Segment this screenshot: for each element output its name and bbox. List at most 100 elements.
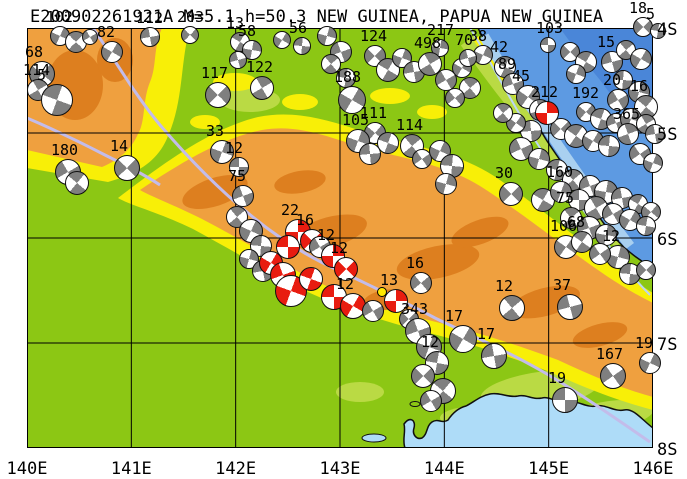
beachball-depth-label: 19 [635, 334, 654, 352]
focal-mechanism-beachball [598, 135, 620, 157]
beachball-depth-label: 212 [531, 83, 559, 101]
focal-mechanism-beachball [566, 64, 586, 84]
beachball-depth-label: 117 [201, 64, 229, 82]
beachball-depth-label: 14 [110, 137, 129, 155]
lon-label: 140E [6, 459, 48, 479]
lat-label: 5S [657, 125, 678, 145]
focal-mechanism-beachball [140, 27, 160, 47]
lon-label: 143E [319, 459, 361, 479]
beachball-depth-label: 56 [289, 19, 308, 37]
graticule [27, 28, 653, 448]
focal-mechanism-beachball [540, 37, 556, 53]
beachball-depth-label: 37 [553, 276, 572, 294]
focal-mechanism-beachball [459, 49, 477, 67]
beachball-depth-label: 75 [556, 189, 575, 207]
beachball-depth-label: 343 [401, 300, 429, 318]
beachball-depth-label: 15 [597, 33, 616, 51]
beachball-depth-label: 365 [613, 105, 641, 123]
focal-mechanism-beachball [636, 216, 656, 236]
beachball-depth-label: 12 [336, 275, 355, 293]
beachball-depth-label: 20 [603, 71, 622, 89]
beachball-depth-label: 203 [177, 8, 205, 26]
focal-mechanism-beachball [571, 231, 593, 253]
beachball-depth-label: 114 [396, 116, 424, 134]
focal-mechanism-beachball [509, 137, 533, 161]
focal-mechanism-beachball [359, 143, 381, 165]
focal-mechanism-beachball [232, 185, 254, 207]
focal-mechanism-beachball [229, 51, 247, 69]
focal-mechanism-beachball [41, 84, 73, 116]
focal-mechanism-beachball [528, 148, 550, 170]
focal-mechanism-beachball [420, 390, 442, 412]
beachball-depth-label: 217 [427, 21, 455, 39]
focal-mechanism-beachball [645, 124, 665, 144]
beachball-depth-label: 106 [550, 217, 578, 235]
beachball-depth-label: 105 [342, 111, 370, 129]
beachball-depth-label: 124 [360, 27, 388, 45]
beachball-depth-label: 5 [646, 5, 656, 23]
focal-mechanism-beachball [557, 294, 583, 320]
beachball-depth-label: 70 [455, 31, 474, 49]
focal-mechanism-beachball [600, 363, 626, 389]
lon-label: 142E [215, 459, 257, 479]
focal-mechanism-beachball [334, 257, 358, 281]
focal-mechanism-beachball [317, 26, 337, 46]
focal-mechanism-beachball [101, 41, 123, 63]
focal-mechanism-beachball [459, 77, 481, 99]
focal-mechanism-beachball [338, 86, 366, 114]
focal-mechanism-beachball [299, 267, 323, 291]
beachball-depth-label: 160 [546, 163, 574, 181]
event-epicenter-marker [377, 287, 387, 297]
beachball-depth-label: 498 [414, 34, 442, 52]
beachball-depth-label: 167 [596, 345, 624, 363]
lat-label: 7S [657, 335, 678, 355]
focal-mechanism-beachball [535, 101, 559, 125]
focal-mechanism-beachball [589, 243, 611, 265]
focal-mechanism-beachball [607, 89, 629, 111]
focal-mechanism-beachball [630, 48, 652, 70]
beachball-depth-label: 19 [548, 369, 567, 387]
focal-mechanism-beachball [114, 155, 140, 181]
beachball-depth-label: 12 [602, 227, 621, 245]
focal-mechanism-beachball [205, 82, 231, 108]
beachball-depth-label: 16 [296, 211, 315, 229]
focal-mechanism-beachball [340, 293, 366, 319]
lon-label: 145E [528, 459, 570, 479]
focal-mechanism-beachball [552, 387, 578, 413]
beachball-depth-label: 38 [469, 27, 488, 45]
beachball-depth-label: 103 [536, 19, 564, 37]
beachball-depth-label: 33 [206, 122, 225, 140]
focal-mechanism-beachball [493, 103, 513, 123]
focal-mechanism-beachball [250, 76, 274, 100]
beachball-depth-label: 82 [97, 23, 116, 41]
beachball-depth-label: 188 [334, 68, 362, 86]
beachball-depth-label: 30 [495, 164, 514, 182]
lon-label: 146E [632, 459, 674, 479]
beachball-depth-label: 68 [25, 43, 44, 61]
beachball-depth-label: 114 [23, 61, 51, 79]
beachball-depth-label: 89 [498, 55, 517, 73]
focal-mechanism-beachball [410, 272, 432, 294]
beachball-depth-label: 45 [512, 67, 531, 85]
beachball-depth-label: 16 [630, 77, 649, 95]
lat-label: 8S [657, 440, 678, 460]
focal-mechanism-beachball [229, 157, 249, 177]
beachball-depth-label: 17 [445, 307, 464, 325]
focal-mechanism-beachball [435, 69, 457, 91]
beachball-depth-label: 12 [330, 239, 349, 257]
lon-label: 144E [423, 459, 465, 479]
beachball-depth-label: 18 [629, 0, 648, 17]
beachball-depth-label: 12 [495, 277, 514, 295]
lon-label: 141E [110, 459, 152, 479]
focal-mechanism-beachball [65, 171, 89, 195]
beachball-depth-label: 22 [281, 201, 300, 219]
beachball-depth-label: 12 [225, 139, 244, 157]
beachball-depth-label: 102 [46, 8, 74, 26]
beachball-depth-label: 180 [51, 141, 79, 159]
beachball-depth-label: 75 [228, 167, 247, 185]
beachball-depth-label: 13 [226, 14, 245, 32]
focal-mechanism-beachball [499, 182, 523, 206]
focal-mechanism-beachball [617, 123, 639, 145]
plot-title: E200902261921A M=5.1 h=50.3 NEW GUINEA, … [30, 7, 604, 27]
